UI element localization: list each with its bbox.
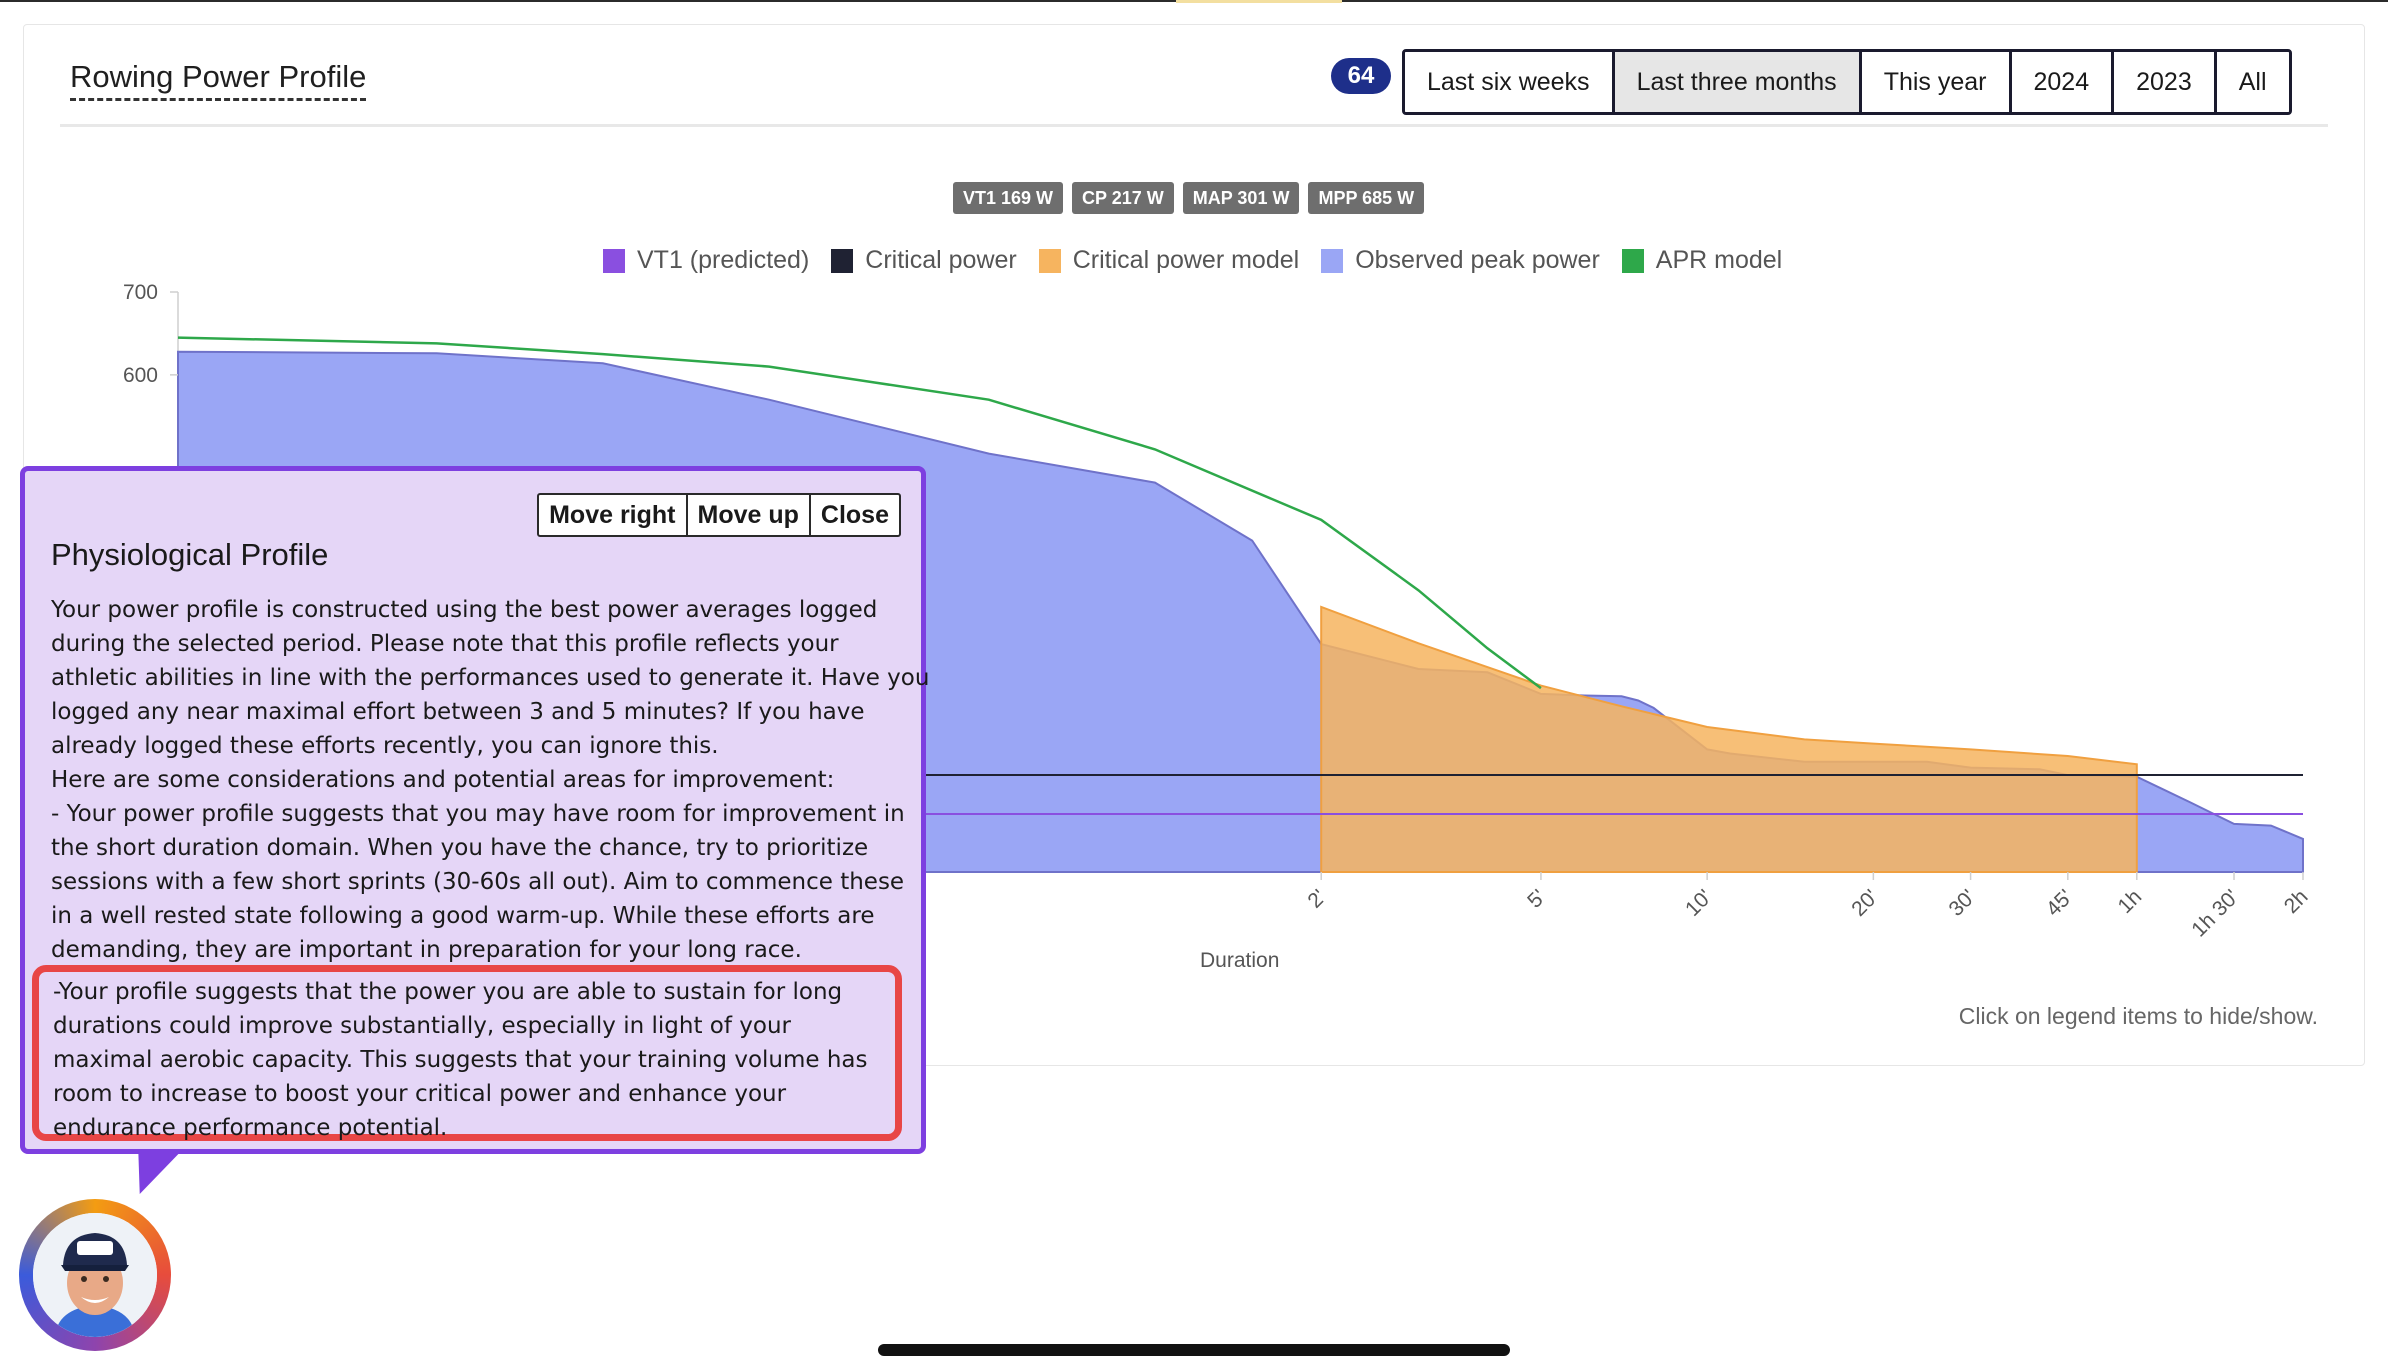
coach-face-icon — [33, 1213, 157, 1337]
top-accent — [1176, 0, 1342, 3]
critical-power-model-area — [1320, 605, 2138, 873]
period-button-all[interactable]: All — [2216, 52, 2289, 112]
metric-tag-cp: CP 217 W — [1072, 182, 1174, 214]
tooltip-highlighted-paragraph: -Your profile suggests that the power yo… — [32, 965, 902, 1141]
tooltip-paragraph: Here are some considerations and potenti… — [51, 767, 835, 793]
x-tick-label: 10' — [1681, 885, 1717, 921]
legend-label-cp-model: Critical power model — [1072, 246, 1300, 274]
period-button-last-three-months[interactable]: Last three months — [1614, 52, 1862, 112]
metric-tags: VT1 169 W CP 217 W MAP 301 W MPP 685 W — [953, 182, 1425, 214]
period-button-2023[interactable]: 2023 — [2114, 52, 2217, 112]
x-axis-title: Duration — [1200, 949, 1280, 972]
x-tick-label: 5' — [1523, 885, 1550, 912]
count-badge: 64 — [1331, 58, 1391, 94]
legend-item-observed-peak[interactable]: Observed peak power — [1321, 246, 1600, 275]
legend-swatch-cp-model — [1038, 248, 1061, 273]
x-tick-label: 1h — [2114, 885, 2147, 918]
physiological-profile-tooltip: Move right Move up Close Physiological P… — [20, 466, 929, 1154]
legend-swatch-critical-power — [831, 248, 854, 273]
legend-swatch-observed-peak — [1321, 248, 1344, 273]
legend-label-vt1: VT1 (predicted) — [637, 246, 810, 274]
coach-avatar[interactable] — [19, 1199, 171, 1351]
legend-swatch-vt1 — [603, 248, 625, 273]
period-button-2024[interactable]: 2024 — [2011, 52, 2115, 112]
metric-tag-map: MAP 301 W — [1182, 182, 1300, 214]
legend-item-vt1[interactable]: VT1 (predicted) — [603, 246, 809, 275]
y-tick-label: 700 — [123, 281, 158, 304]
tooltip-paragraph: - Your power profile suggests that you m… — [51, 801, 905, 963]
metric-tag-mpp: MPP 685 W — [1308, 182, 1425, 214]
coach-avatar-image — [33, 1213, 157, 1337]
legend-label-apr-model: APR model — [1655, 246, 1783, 274]
move-right-button[interactable]: Move right — [539, 495, 688, 535]
metric-tag-vt1: VT1 169 W — [953, 182, 1064, 214]
tooltip-title: Physiological Profile — [51, 537, 329, 572]
legend-label-observed-peak: Observed peak power — [1355, 246, 1600, 274]
x-tick-label: 1h 30' — [2187, 885, 2243, 941]
tooltip-body: Your power profile is constructed using … — [51, 593, 931, 1063]
tooltip-paragraph: Your power profile is constructed using … — [51, 597, 930, 759]
home-indicator — [878, 1344, 1510, 1356]
period-selector: Last six weeks Last three months This ye… — [1402, 49, 2292, 115]
x-tick-label: 2' — [1303, 885, 1330, 912]
y-tick-label: 600 — [123, 364, 158, 387]
x-tick-label: 45' — [2042, 885, 2078, 921]
legend-item-apr-model[interactable]: APR model — [1621, 246, 1783, 275]
legend-label-critical-power: Critical power — [865, 246, 1017, 274]
close-button[interactable]: Close — [820, 500, 889, 529]
legend-swatch-apr-model — [1621, 248, 1644, 273]
x-tick-label: 2h — [2280, 885, 2313, 918]
chart-legend: VT1 (predicted) Critical power Critical … — [603, 246, 1782, 275]
legend-hint: Click on legend items to hide/show. — [1958, 1003, 2318, 1029]
header-divider — [60, 124, 2328, 127]
period-button-this-year[interactable]: This year — [1861, 52, 2012, 112]
tooltip-controls: Move right Move up Close — [537, 493, 901, 537]
x-tick-label: 30' — [1944, 885, 1980, 921]
apr-model-line — [177, 336, 1542, 690]
period-button-last-six-weeks[interactable]: Last six weeks — [1405, 52, 1615, 112]
move-up-button[interactable]: Move up — [688, 495, 811, 535]
legend-item-critical-power[interactable]: Critical power — [831, 246, 1017, 275]
page-title[interactable]: Rowing Power Profile — [70, 58, 367, 101]
legend-item-cp-model[interactable]: Critical power model — [1038, 246, 1300, 275]
x-tick-label: 20' — [1847, 885, 1883, 921]
